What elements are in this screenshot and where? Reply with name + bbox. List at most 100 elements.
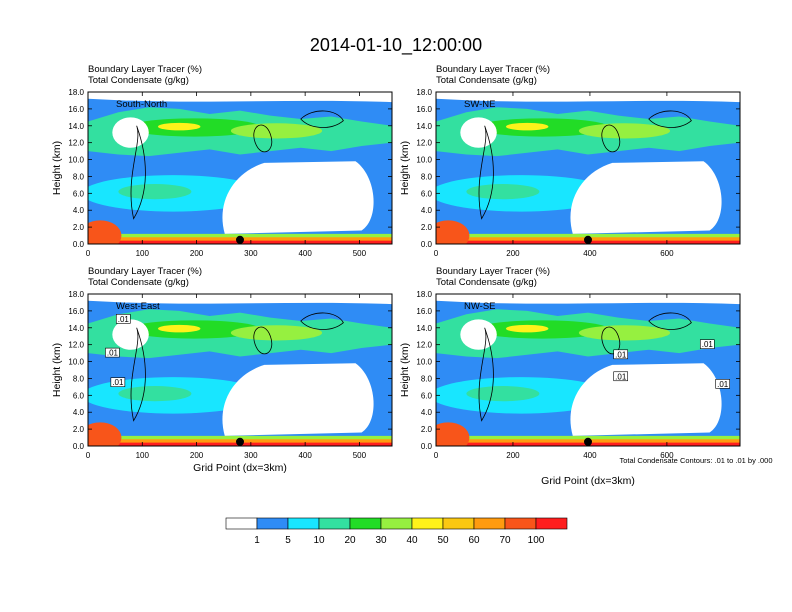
contour-line-2 [130,327,146,422]
y-tick-label: 14.0 [416,324,432,333]
y-tick-label: 6.0 [421,189,433,198]
mid-core [466,386,540,402]
x-tick-label: 600 [660,451,674,460]
colorbar-label: 1 [254,535,260,546]
colorbar: 1 5 10 20 30 40 50 60 70 100 [225,517,568,546]
clear-pocket [112,117,149,148]
x-tick-label: 200 [190,451,204,460]
colorbar-swatch [256,517,289,530]
x-axis-label: Grid Point (dx=3km) [541,475,635,487]
x-tick-label: 200 [506,249,520,258]
x-tick-label: 400 [298,249,312,258]
colorbar-label: 30 [375,535,387,546]
colorbar-swatch [349,517,382,530]
y-tick-label: 14.0 [68,324,84,333]
upper-core-3 [505,324,549,333]
y-tick-label: 16.0 [68,307,84,316]
contour-label: .01 [615,350,627,359]
y-tick-label: 2.0 [421,223,433,232]
cross-section-label: West-East [116,301,160,312]
y-tick-label: 14.0 [416,122,432,131]
figure-title: 2014-01-10_12:00:00 [310,35,482,56]
colorbar-label: 5 [285,535,291,546]
y-tick-label: 18.0 [416,290,432,299]
bl-plume [88,220,122,244]
colorbar-swatch [225,517,258,530]
upper-core-2 [230,123,323,139]
site-marker [236,437,244,446]
upper-core-3 [505,122,549,131]
upper-core-2 [578,123,671,139]
panel-west-east: .01 .01 .01 West-East Boundary Layer Tracer … [51,266,393,474]
contour-label: .01 [112,378,124,387]
clear-region-mid [570,363,722,436]
contour-line-1 [601,326,621,355]
plot-frame [435,293,741,447]
x-axis-label: Grid Point (dx=3km) [193,462,287,474]
panel-south-north: South-North Boundary Layer Tracer (%)Tota… [51,64,393,258]
clear-pocket [112,319,149,350]
x-tick-label: 0 [434,249,439,258]
colorbar-swatch [411,517,444,530]
mid-core [466,184,540,200]
contour-label-box [715,379,730,389]
clear-region-top [436,92,740,103]
panel-title-condensate: Total Condensate (g/kg) [88,75,189,86]
field: .01 .01 .01 [88,294,392,446]
colorbar-label: 100 [528,535,545,546]
panel-title-condensate: Total Condensate (g/kg) [436,75,537,86]
y-axis-label: Height (km) [399,343,411,397]
y-tick-label: 16.0 [68,105,84,114]
x-tick-label: 500 [353,249,367,258]
y-tick-label: 6.0 [73,391,85,400]
panel-title-tracer: Boundary Layer Tracer (%) [88,64,202,75]
contour-line-1 [253,326,273,355]
x-tick-label: 400 [583,249,597,258]
y-tick-label: 0.0 [421,442,433,451]
bl-plume [436,422,470,446]
contour-label-box [613,371,629,382]
colorbar-swatch [380,517,413,530]
y-tick-label: 10.0 [416,358,432,367]
y-tick-label: 10.0 [68,156,84,165]
plot-frame [87,293,393,447]
x-tick-label: 0 [86,451,91,460]
x-tick-label: 100 [136,451,150,460]
x-tick-label: 400 [298,451,312,460]
contour-line-1 [601,124,621,153]
y-tick-label: 4.0 [73,408,85,417]
colorbar-label: 50 [437,535,449,546]
contour-label-box [115,314,131,324]
y-tick-label: 4.0 [421,408,433,417]
contour-line-2 [478,327,494,422]
x-tick-label: 0 [86,249,91,258]
y-tick-label: 6.0 [421,391,433,400]
colorbar-swatch [473,517,506,530]
contour-line-3 [300,110,344,128]
mid-core [118,386,192,402]
contour-label-box [110,377,126,387]
site-marker [236,235,244,244]
y-axis-label: Height (km) [399,141,411,195]
x-tick-label: 400 [583,451,597,460]
cross-section-label: SW-NE [464,99,496,110]
x-tick-label: 600 [660,249,674,258]
colorbar-swatch [287,517,320,530]
contour-line-2 [130,125,146,220]
clear-region-mid [222,363,374,436]
panel-title-condensate: Total Condensate (g/kg) [88,277,189,288]
y-tick-label: 18.0 [416,88,432,97]
clear-region-top [88,92,392,103]
y-tick-label: 2.0 [73,425,85,434]
colorbar-label: 10 [313,535,325,546]
contour-line-3 [648,312,692,330]
y-tick-label: 16.0 [416,307,432,316]
colorbar-label: 60 [468,535,480,546]
y-tick-label: 10.0 [416,156,432,165]
plot-frame [435,91,741,245]
contour-label: .01 [717,380,729,389]
colorbar-swatch [504,517,537,530]
bl-plume [436,220,470,244]
panel-nw-se: .01 .01 .01 .01 NW-SE Boundary Layer Tracer (… [399,266,741,487]
